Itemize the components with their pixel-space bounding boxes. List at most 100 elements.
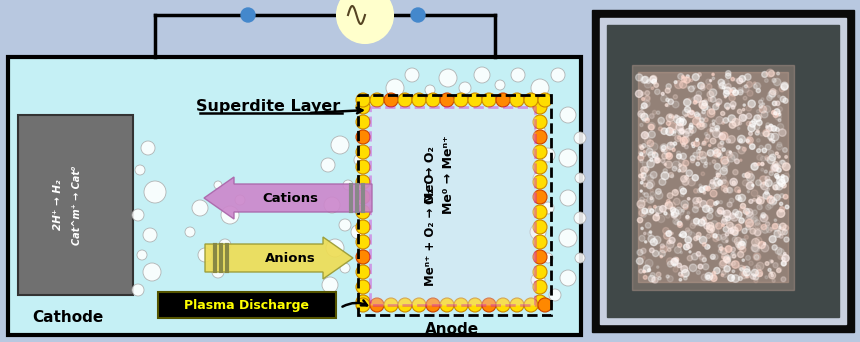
Circle shape bbox=[743, 208, 750, 214]
Circle shape bbox=[681, 274, 684, 277]
Circle shape bbox=[703, 258, 706, 262]
Circle shape bbox=[683, 180, 689, 185]
Circle shape bbox=[765, 79, 768, 82]
Circle shape bbox=[650, 273, 655, 278]
Circle shape bbox=[701, 143, 703, 145]
Circle shape bbox=[360, 190, 370, 200]
Circle shape bbox=[758, 162, 760, 166]
Circle shape bbox=[651, 87, 654, 90]
Circle shape bbox=[766, 227, 772, 233]
Circle shape bbox=[778, 129, 786, 136]
Circle shape bbox=[769, 272, 776, 279]
Circle shape bbox=[667, 142, 674, 149]
Circle shape bbox=[722, 86, 725, 89]
Circle shape bbox=[744, 266, 750, 272]
Circle shape bbox=[765, 126, 768, 128]
Circle shape bbox=[752, 238, 759, 246]
Circle shape bbox=[723, 91, 729, 96]
Circle shape bbox=[753, 253, 761, 261]
Circle shape bbox=[692, 145, 695, 148]
Circle shape bbox=[653, 153, 658, 158]
Circle shape bbox=[752, 184, 754, 186]
Circle shape bbox=[666, 114, 674, 122]
Circle shape bbox=[712, 271, 716, 275]
Circle shape bbox=[641, 92, 644, 95]
Circle shape bbox=[774, 219, 777, 221]
Circle shape bbox=[781, 83, 788, 90]
Circle shape bbox=[708, 97, 712, 102]
Circle shape bbox=[533, 115, 547, 129]
Circle shape bbox=[682, 269, 689, 277]
Circle shape bbox=[777, 95, 780, 97]
Circle shape bbox=[640, 113, 642, 116]
Circle shape bbox=[754, 115, 761, 122]
Circle shape bbox=[692, 207, 698, 213]
Circle shape bbox=[679, 119, 686, 126]
Text: Superdite Layer: Superdite Layer bbox=[196, 100, 340, 115]
Circle shape bbox=[746, 121, 751, 126]
Circle shape bbox=[679, 278, 682, 281]
Circle shape bbox=[761, 111, 768, 118]
Circle shape bbox=[716, 223, 722, 229]
Circle shape bbox=[664, 163, 667, 166]
Circle shape bbox=[384, 298, 398, 312]
Circle shape bbox=[769, 171, 773, 175]
Circle shape bbox=[647, 196, 654, 203]
Circle shape bbox=[687, 212, 690, 214]
Circle shape bbox=[642, 193, 645, 195]
Circle shape bbox=[653, 110, 656, 115]
Circle shape bbox=[735, 242, 741, 248]
Circle shape bbox=[221, 206, 239, 224]
Circle shape bbox=[765, 205, 771, 210]
Circle shape bbox=[756, 89, 760, 93]
Circle shape bbox=[495, 80, 505, 90]
Circle shape bbox=[666, 153, 671, 157]
Circle shape bbox=[678, 169, 680, 172]
Circle shape bbox=[654, 89, 660, 94]
Circle shape bbox=[746, 225, 750, 230]
Circle shape bbox=[757, 110, 760, 113]
Circle shape bbox=[706, 205, 709, 208]
Circle shape bbox=[768, 124, 774, 131]
Circle shape bbox=[723, 79, 729, 85]
Circle shape bbox=[746, 81, 752, 88]
Circle shape bbox=[738, 194, 746, 202]
Circle shape bbox=[772, 165, 778, 171]
Circle shape bbox=[732, 181, 735, 185]
Circle shape bbox=[638, 110, 645, 117]
Circle shape bbox=[666, 98, 669, 102]
Circle shape bbox=[756, 180, 761, 186]
Circle shape bbox=[707, 84, 712, 90]
Circle shape bbox=[771, 111, 774, 114]
Circle shape bbox=[716, 170, 721, 175]
Circle shape bbox=[765, 276, 768, 279]
Circle shape bbox=[738, 198, 742, 201]
Circle shape bbox=[738, 241, 746, 249]
Circle shape bbox=[641, 167, 648, 174]
Circle shape bbox=[559, 149, 577, 167]
Circle shape bbox=[724, 266, 730, 272]
Circle shape bbox=[674, 115, 678, 118]
Circle shape bbox=[647, 182, 653, 189]
Circle shape bbox=[676, 118, 684, 126]
Circle shape bbox=[717, 208, 724, 214]
Circle shape bbox=[356, 190, 370, 204]
Circle shape bbox=[753, 123, 760, 130]
Circle shape bbox=[680, 137, 687, 145]
Circle shape bbox=[775, 164, 779, 168]
Circle shape bbox=[643, 199, 647, 202]
Circle shape bbox=[682, 143, 685, 147]
Circle shape bbox=[755, 237, 762, 244]
Circle shape bbox=[692, 86, 696, 89]
Circle shape bbox=[752, 198, 756, 201]
Circle shape bbox=[643, 270, 645, 273]
Circle shape bbox=[667, 248, 671, 251]
Circle shape bbox=[679, 124, 682, 126]
Circle shape bbox=[690, 264, 697, 272]
Circle shape bbox=[695, 219, 702, 226]
Circle shape bbox=[742, 180, 748, 186]
Circle shape bbox=[654, 236, 661, 244]
Circle shape bbox=[641, 113, 648, 120]
Circle shape bbox=[738, 147, 746, 154]
Text: Cathode: Cathode bbox=[33, 311, 103, 326]
